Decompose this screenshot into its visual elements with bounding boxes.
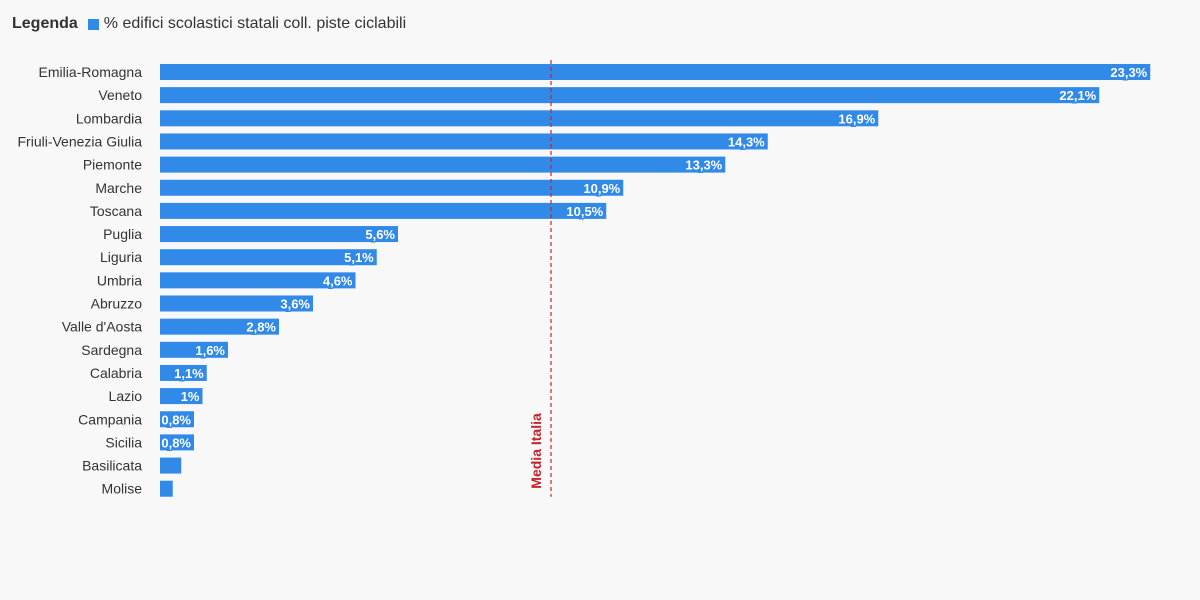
bar (160, 249, 377, 266)
value-label: 22,1% (1059, 88, 1096, 103)
legend: Legenda % edifici scolastici statali col… (12, 14, 406, 34)
category-label: Umbria (97, 272, 142, 288)
bar (160, 388, 203, 405)
bar (160, 156, 726, 173)
value-label: 5,6% (365, 227, 395, 242)
bar (160, 110, 879, 127)
value-label: 1,6% (195, 343, 225, 358)
bar (160, 133, 768, 150)
category-label: Liguria (100, 249, 142, 265)
bar (160, 295, 313, 312)
value-label: 10,9% (583, 181, 620, 196)
category-label: Veneto (98, 87, 142, 103)
value-label: 4,6% (323, 273, 353, 288)
bar (160, 87, 1100, 104)
value-label: 16,9% (838, 111, 875, 126)
value-label: 23,3% (1110, 65, 1147, 80)
category-label: Toscana (90, 203, 142, 219)
bar (160, 318, 279, 335)
bar (160, 64, 1151, 80)
category-label: Sardegna (81, 342, 142, 358)
bar (160, 341, 228, 358)
category-label: Campania (78, 411, 142, 427)
category-label: Calabria (90, 365, 142, 381)
bar (160, 202, 607, 219)
bar (160, 480, 173, 497)
value-label: 0,8% (161, 435, 191, 450)
category-label: Basilicata (82, 458, 142, 474)
bar (160, 272, 356, 289)
bar (160, 457, 182, 474)
bar (160, 411, 194, 428)
value-label: 1,1% (174, 366, 204, 381)
value-label: 14,3% (728, 134, 765, 149)
category-label: Abruzzo (91, 296, 143, 312)
category-label: Puglia (103, 226, 142, 242)
category-label: Lazio (109, 388, 143, 404)
reference-label: Media Italia (528, 413, 544, 489)
value-label: 0,8% (161, 412, 191, 427)
bar (160, 364, 207, 381)
category-label: Marche (95, 180, 142, 196)
bar (160, 179, 624, 196)
category-label: Valle d'Aosta (62, 319, 142, 335)
value-label: 3,6% (280, 297, 310, 312)
value-label: 5,1% (344, 250, 374, 265)
category-label: Molise (102, 481, 143, 497)
category-label: Emilia-Romagna (39, 64, 143, 80)
value-label: 1% (181, 389, 200, 404)
bar (160, 434, 194, 451)
category-label: Piemonte (83, 157, 142, 173)
bar (160, 226, 398, 243)
value-label: 2,8% (246, 320, 276, 335)
legend-swatch (87, 18, 99, 30)
category-label: Sicilia (105, 434, 142, 450)
value-label: 10,5% (566, 204, 603, 219)
legend-title: Legenda (12, 15, 78, 32)
legend-series-label: % edifici scolastici statali coll. piste… (103, 15, 407, 32)
category-label: Friuli-Venezia Giulia (18, 133, 143, 149)
category-label: Lombardia (76, 110, 142, 126)
value-label: 13,3% (685, 158, 722, 173)
